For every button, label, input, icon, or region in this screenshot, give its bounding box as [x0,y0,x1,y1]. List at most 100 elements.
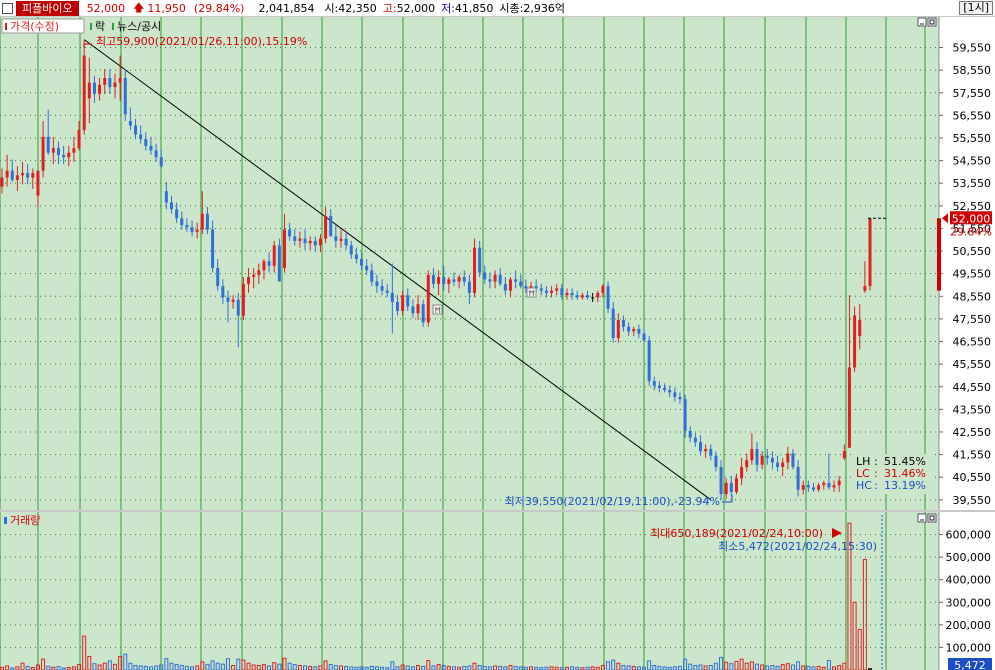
volume-bar [503,666,508,670]
volume-bar [585,666,590,670]
candle-body [236,299,240,316]
candle [637,324,641,339]
candle-body [293,236,297,241]
candle-body [673,392,677,397]
candle [729,476,733,497]
candle [570,288,574,300]
candle-body [26,173,30,178]
candle [822,480,826,490]
day-range-bar [937,218,941,291]
up-arrow-icon: 🡅 [133,0,145,14]
volume-bar [20,662,25,670]
candle [755,442,759,472]
price-panel-controls [917,17,937,27]
volume-bar [564,666,569,670]
minimize-icon[interactable] [917,513,927,523]
candle [668,385,672,397]
candle [252,268,256,289]
minimize-icon[interactable] [917,17,927,27]
price-title-box[interactable] [1,18,85,34]
trend-line[interactable] [83,39,712,501]
volume-bar [554,666,559,670]
candle-body [786,453,790,463]
candle-body [832,485,836,488]
candle [216,258,220,291]
candle [385,283,389,298]
volume-bar [477,664,482,670]
price-plot-area [0,17,939,510]
legend-item-2: 뉴스/공시 [117,20,161,33]
candle [211,220,215,273]
candle [134,118,138,140]
candle [442,265,446,291]
candle [842,444,846,461]
news-icon[interactable] [526,287,537,298]
price-title: 가격(수정) [10,20,59,33]
volume-bar [698,664,703,670]
candle-body [621,320,625,327]
candle [786,446,790,470]
candle-body [503,283,507,291]
candle [550,286,554,298]
candle-body [837,480,841,486]
hc-sep: : [874,479,878,492]
volume-bar [400,664,405,670]
candle-body [483,272,487,280]
select-checkbox[interactable] [2,2,13,14]
volume-bar [662,666,667,670]
volume-bar [575,666,580,670]
candle-body [41,136,45,171]
candle-body [87,82,91,99]
candle [560,283,564,300]
candle [745,453,749,472]
period-button[interactable]: [1시] [959,1,993,15]
candle [72,136,76,162]
candle-body [642,333,646,341]
current-price-box [950,211,992,225]
candle [606,281,610,314]
candle [149,136,153,155]
candle-body [514,279,518,282]
stock-name[interactable]: 피플바이오 [16,0,79,16]
candle [678,392,682,404]
volume-bar [251,664,256,670]
maximize-icon[interactable] [927,17,937,27]
stock-chart[interactable]: 59,550 58,550 57,550 56,550 55,550 54,550 53,5… [0,17,995,670]
candle-body [31,173,35,178]
candle [447,277,451,293]
y-tick-label: 56,550 [953,109,992,122]
volume-bar [87,655,92,670]
candle [77,121,81,151]
candle [868,218,872,291]
candle-body [493,274,497,282]
candle [519,274,523,289]
volume-bar [724,661,729,670]
panel-divider[interactable] [0,510,995,512]
volume-bar [15,666,20,670]
maximize-glyph [929,19,935,25]
candle [724,478,728,499]
candle [375,274,379,293]
candle-body [139,134,143,140]
candle [714,451,718,472]
hc-value: 13.19% [884,479,926,492]
candle-body [406,295,410,307]
maximize-icon[interactable] [927,513,937,523]
volume-bar [544,666,549,670]
volume-bar [590,666,595,670]
candle-body [56,148,60,155]
candle-body [324,216,328,239]
y-tick-label: 400,000 [946,574,992,587]
volume-bar [395,666,400,670]
news-markers: Ħ Ħ [432,287,537,315]
y-tick-label: 300,000 [946,596,992,609]
candle-body [806,485,810,488]
candle [801,480,805,495]
min-volume-label: 최소5,472(2021/02/24,15:30) [718,540,877,553]
candle-body [755,448,759,465]
current-price-label: 52,000 [952,212,991,225]
news-icon[interactable] [432,304,443,315]
volume-bar [636,666,641,670]
price-change: 11,950 [147,1,186,15]
candle-body [82,55,86,131]
